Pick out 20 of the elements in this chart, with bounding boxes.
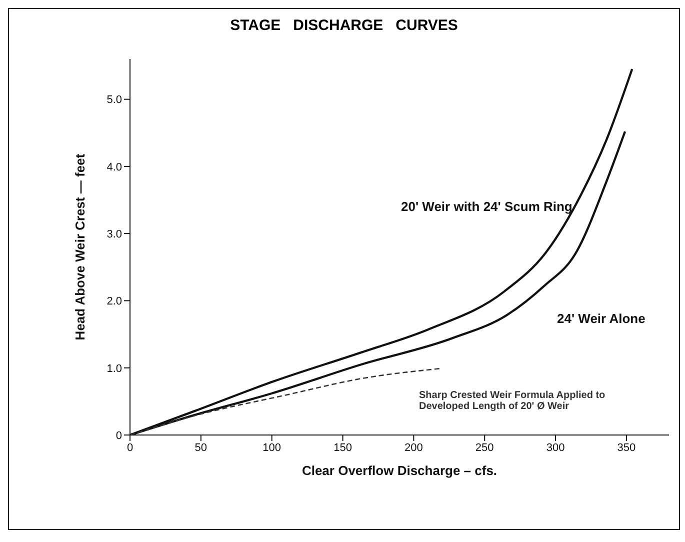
x-tick-label: 250 bbox=[475, 442, 494, 454]
y-tick-label: 5.0 bbox=[106, 94, 122, 106]
x-tick-label: 350 bbox=[617, 442, 636, 454]
x-tick-label: 200 bbox=[404, 442, 423, 454]
y-tick-label: 3.0 bbox=[106, 228, 122, 240]
x-axis-title: Clear Overflow Discharge – cfs. bbox=[302, 463, 498, 478]
y-tick-label: 2.0 bbox=[106, 296, 122, 308]
text: 24' Weir Alone bbox=[557, 311, 646, 326]
x-tick-label: 300 bbox=[546, 442, 565, 454]
x-tick-label: 50 bbox=[194, 442, 208, 454]
x-tick-label: 150 bbox=[334, 442, 352, 454]
series-label: 20' Weir with 24' Scum Ring bbox=[401, 199, 574, 214]
y-axis-title: Head Above Weir Crest — feet bbox=[72, 153, 88, 340]
y-tick-label: 4.0 bbox=[106, 161, 122, 174]
x-tick-label: 100 bbox=[262, 442, 282, 454]
chart-title: STAGE DISCHARGE CURVES bbox=[229, 17, 459, 34]
x-tick-label: 0 bbox=[126, 442, 134, 454]
y-tick-label: 0 bbox=[116, 430, 122, 442]
series-label: Sharp Crested Weir Formula Applied to Developed Length of 20' Ø Weir bbox=[419, 390, 606, 412]
y-tick-label: 1.0 bbox=[106, 362, 122, 375]
